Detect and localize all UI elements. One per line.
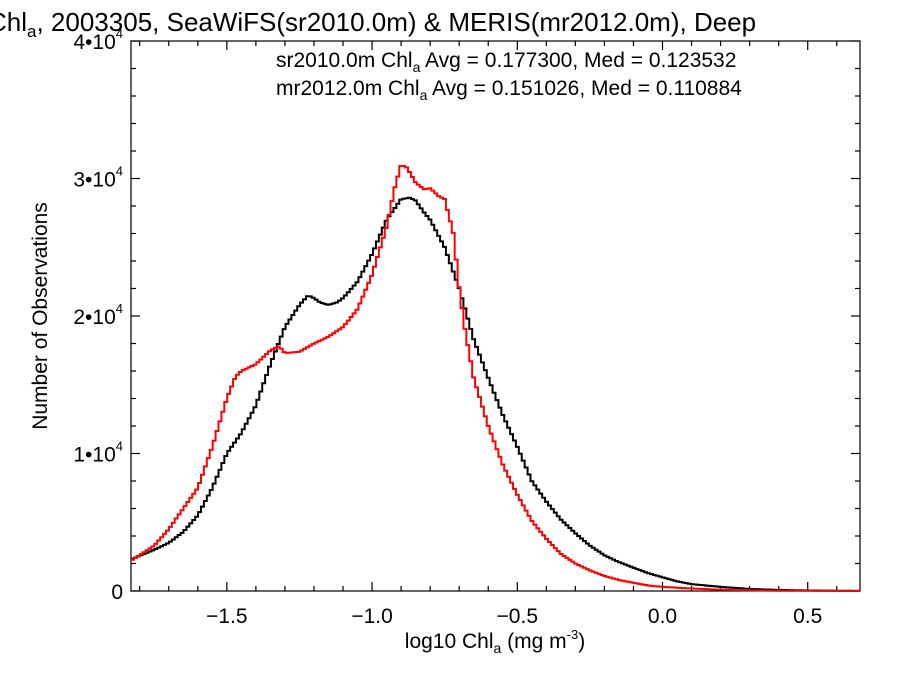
title-subscript: a (27, 22, 37, 41)
y-tick-label: 4•104 (73, 26, 123, 54)
x-axis-ticks: −1.5 −1.0 −0.5 0.0 0.5 (139, 41, 838, 628)
series-layer (131, 164, 860, 592)
legend-mr2012-suffix: Avg = 0.151026, Med = 0.110884 (427, 77, 742, 100)
legend-entry-sr2010: sr2010.0m Chla Avg = 0.177300, Med = 0.1… (276, 49, 736, 75)
title-prefix: Chl (0, 7, 27, 37)
xlabel-prefix: log10 Chl (405, 630, 494, 653)
y-tick-mantissa: 1•10 (73, 444, 115, 467)
xlabel-middle: (mg m (501, 630, 566, 653)
series-line-sr2010-0m (131, 196, 860, 592)
y-tick-exponent: 4 (116, 439, 123, 454)
y-tick-label: 0 (111, 581, 123, 604)
legend-sr2010-suffix: Avg = 0.177300, Med = 0.123532 (420, 49, 736, 72)
legend-mr2012-prefix: mr2012.0m Chl (276, 77, 420, 100)
y-tick-mantissa: 3•10 (73, 169, 115, 192)
y-tick-mantissa: 0 (111, 581, 123, 604)
xlabel-superscript: -3 (567, 627, 579, 642)
x-tick-label: 0.5 (793, 605, 822, 628)
y-tick-exponent: 4 (116, 301, 123, 316)
x-tick-label: −0.5 (497, 605, 538, 628)
title-suffix: , 2003305, SeaWiFS(sr2010.0m) & MERIS(mr… (36, 7, 756, 37)
x-axis-label: log10 Chla (mg m-3) (405, 627, 585, 656)
series-line-mr2012-0m (131, 164, 860, 592)
legend-sr2010-prefix: sr2010.0m Chl (276, 49, 413, 72)
y-tick-label: 1•104 (73, 439, 123, 467)
y-tick-exponent: 4 (116, 26, 123, 41)
chart-title: Chla, 2003305, SeaWiFS(sr2010.0m) & MERI… (0, 7, 756, 41)
legend-mr2012-subscript: a (420, 87, 428, 103)
y-tick-label: 2•104 (73, 301, 123, 329)
xlabel-suffix: ) (578, 630, 585, 653)
y-axis-label: Number of Observations (29, 202, 52, 430)
legend-entry-mr2012: mr2012.0m Chla Avg = 0.151026, Med = 0.1… (276, 77, 742, 103)
y-tick-mantissa: 4•10 (73, 31, 115, 54)
y-tick-mantissa: 2•10 (73, 306, 115, 329)
legend-sr2010-subscript: a (413, 59, 421, 75)
y-tick-exponent: 4 (116, 164, 123, 179)
plot-frame (130, 40, 861, 592)
x-tick-label: 0.0 (648, 605, 677, 628)
x-tick-label: −1.0 (351, 605, 392, 628)
xlabel-subscript: a (494, 640, 502, 656)
x-tick-label: −1.5 (206, 605, 247, 628)
y-tick-label: 3•104 (73, 164, 123, 192)
